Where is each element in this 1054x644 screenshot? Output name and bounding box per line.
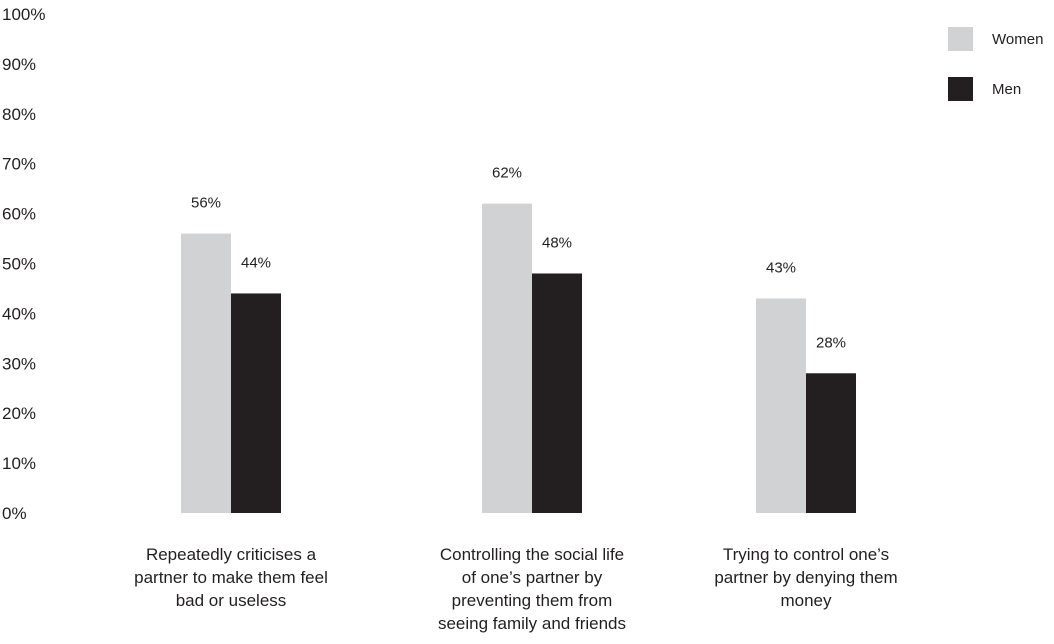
category-label-line: partner to make them feel <box>134 568 328 587</box>
category-label-2: Controlling the social life of one’s part… <box>412 543 652 635</box>
category-label-line: Repeatedly criticises a <box>145 545 317 564</box>
legend-swatch-women <box>948 27 973 51</box>
bar-men-3 <box>806 373 856 513</box>
y-tick-label: 80% <box>2 105 36 124</box>
y-axis: 0% 10% 20% 30% 40% 50% 60% 70% 80% 90% 100% <box>2 5 45 523</box>
bar-women-2 <box>482 203 532 513</box>
bars <box>181 203 856 513</box>
category-label-line: Trying to control one’s <box>722 545 890 564</box>
bar-women-3 <box>756 298 806 513</box>
category-label-1: Repeatedly criticises a partner to make t… <box>111 543 351 612</box>
y-tick-label: 90% <box>2 55 36 74</box>
data-label-women-3: 43% <box>766 259 796 276</box>
category-label-3: Trying to control one’s partner by denyin… <box>686 543 926 612</box>
category-label-line: preventing them from <box>451 591 613 610</box>
category-label-line: of one’s partner by <box>461 568 603 587</box>
legend: Women Men <box>948 27 1043 101</box>
y-tick-label: 100% <box>2 5 45 24</box>
y-tick-label: 0% <box>2 504 27 523</box>
y-tick-label: 10% <box>2 454 36 473</box>
legend-swatch-men <box>948 77 973 101</box>
y-tick-label: 30% <box>2 354 36 373</box>
data-label-women-2: 62% <box>492 165 522 182</box>
bar-women-1 <box>181 233 231 513</box>
legend-label-women: Women <box>992 31 1043 48</box>
y-tick-label: 40% <box>2 304 36 323</box>
bar-men-1 <box>231 293 281 513</box>
category-label-line: money <box>780 591 832 610</box>
legend-label-men: Men <box>992 81 1021 98</box>
data-label-men-3: 28% <box>816 334 846 351</box>
category-label-line: Controlling the social life <box>439 545 625 564</box>
data-label-men-2: 48% <box>542 234 572 251</box>
y-tick-label: 50% <box>2 255 36 274</box>
category-label-line: seeing family and friends <box>437 614 627 633</box>
y-tick-label: 60% <box>2 205 36 224</box>
category-label-line: partner by denying them <box>714 568 898 587</box>
y-tick-label: 20% <box>2 404 36 423</box>
category-label-line: bad or useless <box>175 591 287 610</box>
data-label-women-1: 56% <box>191 195 221 212</box>
bar-men-2 <box>532 273 582 513</box>
data-label-men-1: 44% <box>241 254 271 271</box>
value-labels: 56% 62% 43% 44% 48% 28% <box>191 165 846 352</box>
y-tick-label: 70% <box>2 155 36 174</box>
